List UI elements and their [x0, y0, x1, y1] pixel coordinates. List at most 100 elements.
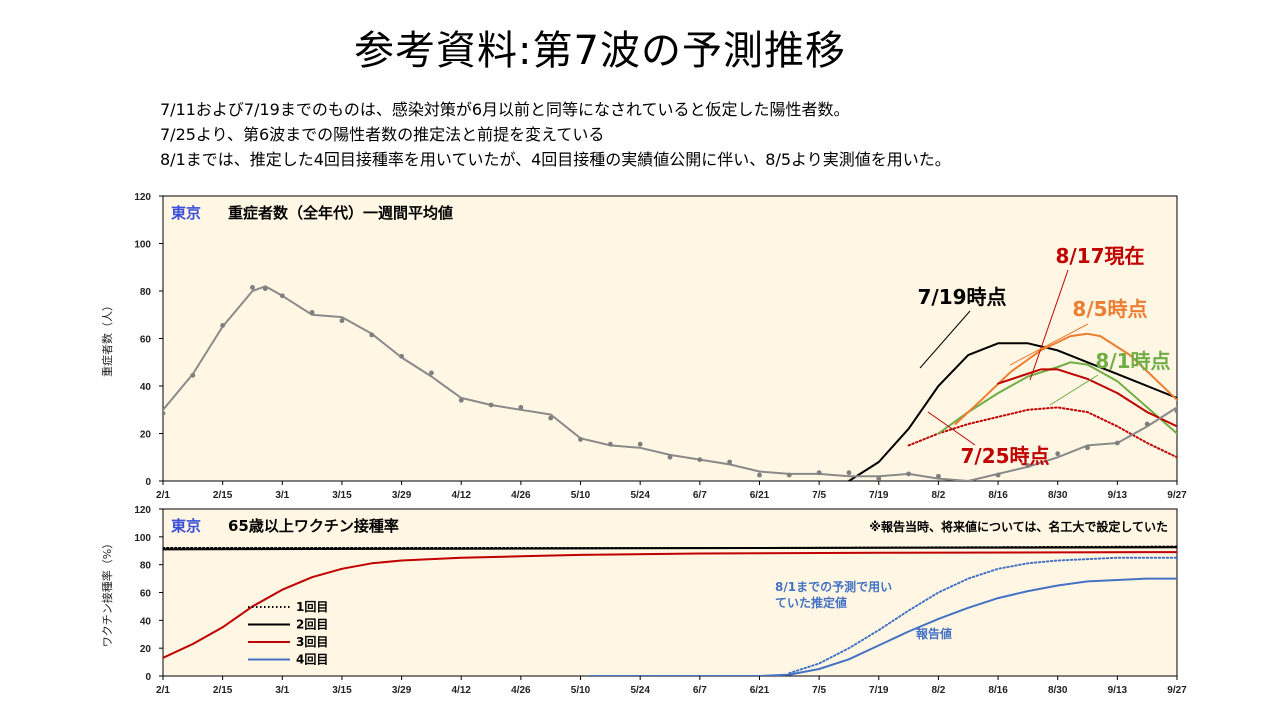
data-point — [697, 457, 703, 463]
data-point — [1264, 387, 1269, 392]
x-tick-label: 4/12 — [452, 490, 472, 501]
x-tick-label: 6/7 — [693, 490, 707, 501]
x-tick-label: 9/13 — [1108, 490, 1128, 501]
y-tick-label: 80 — [140, 287, 152, 298]
x-tick-label: 5/10 — [571, 490, 591, 501]
data-point — [250, 285, 255, 290]
x-tick-label: 4/12 — [452, 685, 472, 696]
note-line-3: 8/1までは、推定した4回目接種率を用いていたが、4回目接種の実績値公開に伴い、… — [160, 150, 951, 169]
data-point — [607, 441, 613, 447]
series-group-2 — [163, 545, 1177, 676]
data-point — [1144, 421, 1150, 427]
y-tick-label: 20 — [140, 644, 152, 655]
data-point — [1234, 382, 1239, 387]
x-tick-label: 3/1 — [275, 685, 289, 696]
data-point — [876, 476, 882, 481]
panel-note: ※報告当時、将来値については、名工大で設定していた — [869, 519, 1168, 534]
x-tick-label: 9/27 — [1167, 490, 1187, 501]
x-tick-label: 7/5 — [812, 685, 826, 696]
region-label: 東京 — [171, 204, 201, 222]
annotation-estimate-line-1: 8/1までの予測で用い — [775, 579, 892, 594]
x-tick-label: 2/1 — [156, 685, 170, 696]
x-tick-label: 2/15 — [213, 685, 233, 696]
data-point — [220, 323, 226, 328]
data-point — [1025, 463, 1031, 468]
x-tick-label: 8/30 — [1048, 490, 1068, 501]
series-line-3 — [163, 551, 1177, 659]
series-group-1 — [163, 285, 1269, 481]
y-tick-label: 20 — [140, 430, 152, 441]
series-line-5 — [997, 368, 1177, 428]
leader-85 — [1009, 323, 1089, 366]
note-line-1: 7/11および7/19までのものは、感染対策が6月以前と同等になされていると仮定… — [160, 100, 850, 119]
x-tick-label: 7/19 — [869, 685, 889, 696]
data-point — [458, 397, 464, 403]
y-tick-label: 120 — [134, 192, 151, 203]
x-tick-label: 9/13 — [1108, 685, 1128, 696]
data-point — [163, 410, 166, 416]
x-tick-label: 2/15 — [213, 490, 233, 501]
panel-title: 65歳以上ワクチン接種率 — [228, 517, 399, 535]
leader-817 — [1029, 269, 1069, 381]
y-tick-label: 60 — [140, 335, 152, 346]
annotation-reported: 報告値 — [916, 626, 952, 641]
leader-719 — [919, 310, 971, 369]
plot-area-2 — [162, 508, 1178, 677]
x-tick-label: 8/2 — [931, 685, 945, 696]
data-point — [1114, 440, 1120, 446]
annotation-85: 8/5時点 — [1072, 297, 1147, 321]
leader-81 — [1049, 374, 1099, 406]
y-tick-label: 40 — [140, 382, 152, 393]
data-point — [637, 441, 643, 447]
x-tick-label: 6/21 — [750, 490, 770, 501]
data-point — [429, 370, 434, 376]
y-axis-label: 重症者数（人） — [100, 300, 114, 377]
x-tick-label: 3/15 — [332, 685, 352, 696]
x-tick-label: 9/27 — [1167, 685, 1187, 696]
x-tick-label: 5/24 — [630, 490, 650, 501]
legend-label-4: 4回目 — [296, 653, 328, 667]
data-point — [548, 415, 554, 421]
data-point — [339, 318, 345, 324]
data-point — [279, 293, 285, 299]
data-point — [578, 437, 583, 442]
y-axis-label: ワクチン接種率（%） — [100, 538, 114, 647]
data-point — [936, 473, 941, 479]
data-point — [309, 309, 315, 315]
data-point — [1055, 451, 1061, 457]
y-tick-label: 120 — [134, 505, 151, 516]
y-tick-label: 0 — [145, 477, 151, 488]
data-point — [727, 459, 733, 465]
data-point — [1204, 390, 1209, 395]
series-line-3 — [937, 361, 1177, 435]
annotation-estimate-line-2: ていた推定値 — [775, 595, 847, 610]
data-point — [757, 472, 762, 478]
y-tick-label: 0 — [145, 672, 151, 683]
plot-area-1 — [162, 195, 1178, 482]
x-tick-label: 5/10 — [571, 685, 591, 696]
x-tick-label: 4/26 — [511, 490, 531, 501]
legend-label-1: 1回目 — [296, 600, 328, 614]
note-line-2: 7/25より、第6波までの陽性者数の推定法と前提を変えている — [160, 125, 605, 144]
annotation-817: 8/17現在 — [1055, 244, 1144, 268]
annotation-719: 7/19時点 — [917, 285, 1006, 309]
series-line-2 — [907, 406, 1177, 459]
x-tick-label: 3/29 — [392, 490, 412, 501]
region-label: 東京 — [171, 517, 201, 535]
data-point — [667, 454, 673, 460]
x-tick-label: 6/7 — [693, 685, 707, 696]
data-point — [399, 353, 404, 359]
legend-label-3: 3回目 — [296, 635, 328, 649]
x-tick-label: 5/24 — [630, 685, 650, 696]
annotation-81: 8/1時点 — [1095, 349, 1170, 373]
data-point — [1174, 408, 1177, 414]
series-line-1 — [847, 342, 1177, 481]
y-tick-label: 80 — [140, 561, 152, 572]
x-tick-label: 8/16 — [988, 685, 1008, 696]
x-tick-label: 4/26 — [511, 685, 531, 696]
data-point — [846, 470, 852, 476]
y-tick-label: 60 — [140, 589, 152, 600]
x-tick-label: 7/19 — [869, 490, 889, 501]
y-tick-label: 40 — [140, 616, 152, 627]
